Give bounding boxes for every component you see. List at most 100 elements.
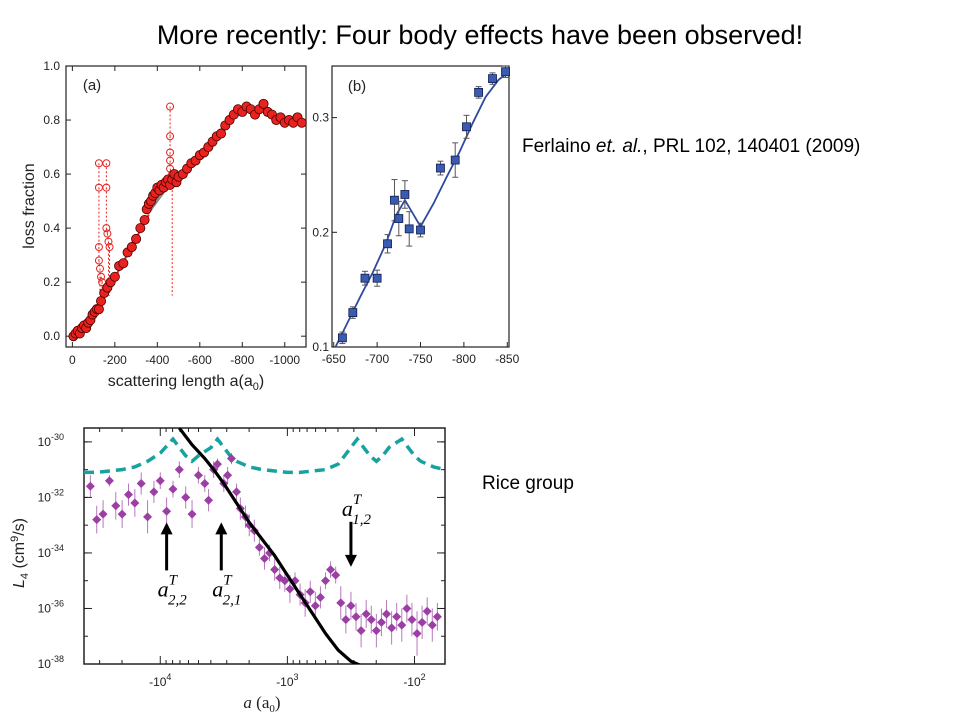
rice-ytick-label: 10-36 xyxy=(38,598,64,615)
panel-a-ytick-label: 0.4 xyxy=(43,221,60,235)
panel-b-point xyxy=(360,273,370,283)
rice-arrow-label: aT 1,2 xyxy=(342,492,372,528)
panel-b-point xyxy=(390,195,399,205)
rice-point xyxy=(260,553,269,563)
panel-a-xtick-label: -600 xyxy=(188,353,212,367)
panel-b-point xyxy=(404,224,414,234)
rice-point xyxy=(341,615,351,625)
rice-ytick-label: 10-30 xyxy=(38,432,64,449)
rice-point xyxy=(226,454,236,464)
panel-a-xtick-label: 0 xyxy=(69,353,76,367)
panel-b-label: (b) xyxy=(348,78,366,95)
panel-a-point xyxy=(258,98,269,109)
panel-a-point xyxy=(135,223,146,234)
rice-point xyxy=(212,459,222,469)
panel-a-open-point xyxy=(102,224,111,233)
slide-title: More recently: Four body effects have be… xyxy=(156,20,804,50)
rice-dashed-curve xyxy=(84,436,445,475)
panel-a-label: (a) xyxy=(83,77,101,94)
panel-a-ytick-label: 0.2 xyxy=(43,275,60,289)
rice-point xyxy=(392,612,402,622)
panel-a-xtick-label: -200 xyxy=(103,353,127,367)
citation: Ferlaino et. al., PRL 102, 140401 (2009) xyxy=(522,136,860,158)
rice-point xyxy=(417,617,427,627)
panel-a-open-point xyxy=(166,102,175,111)
panel-b-fit-line xyxy=(334,70,510,348)
rice-arrow-head xyxy=(344,554,357,567)
rice-point xyxy=(104,476,114,486)
rice-arrow-head xyxy=(215,522,228,535)
panel-b-point xyxy=(488,74,497,84)
rice-point xyxy=(162,506,172,516)
panel-a-open-point xyxy=(166,156,175,165)
panel-a-point xyxy=(126,242,137,253)
rice-arrow-label: aT 2,1 xyxy=(212,572,241,608)
rice-xtick-label: -103 xyxy=(276,672,298,689)
panel-b-ytick-label: 0.3 xyxy=(312,111,329,125)
rice-point xyxy=(407,615,417,625)
rice-point xyxy=(427,620,437,630)
rice-point xyxy=(92,515,102,525)
panel-b-point xyxy=(416,225,425,235)
panel-a-point xyxy=(93,304,104,315)
panel-a-point xyxy=(216,128,227,139)
rice-point xyxy=(305,587,315,597)
panel-b-point xyxy=(501,67,510,77)
rice-point xyxy=(387,623,397,633)
rice-solid-curve xyxy=(178,428,362,664)
rice-point xyxy=(200,479,210,489)
rice-point xyxy=(402,603,412,613)
panel-a-point xyxy=(131,233,142,244)
rice-point xyxy=(181,492,191,502)
panel-b-xtick-label: -850 xyxy=(495,352,519,366)
panel-a-open-point xyxy=(166,132,175,141)
rice-ylabel: L4 (cm9/s) xyxy=(9,518,31,588)
rice-point xyxy=(346,601,356,611)
panel-a-xtick-label: -1000 xyxy=(269,353,300,367)
rice-point xyxy=(326,565,336,575)
panel-a-open-point xyxy=(104,237,113,246)
rice-ytick-label: 10-32 xyxy=(38,487,64,504)
panel-b-xtick-label: -750 xyxy=(408,352,432,366)
rice-point xyxy=(351,612,361,622)
panel-a-ytick-label: 0.8 xyxy=(43,113,60,127)
rice-point xyxy=(117,509,127,519)
panel-a-open-point xyxy=(95,264,104,273)
panel-a-open-connector xyxy=(100,276,103,283)
rice-point xyxy=(232,487,242,497)
panel-a-xtick-label: -800 xyxy=(230,353,254,367)
rice-point xyxy=(315,592,325,602)
panel-b-point xyxy=(338,333,347,343)
rice-point xyxy=(98,509,108,519)
rice-point xyxy=(168,484,178,494)
rice-point xyxy=(254,542,264,552)
citation-prefix: Ferlaino xyxy=(522,136,596,157)
rice-point xyxy=(111,501,121,511)
citation-italic: et. al. xyxy=(595,136,643,157)
panel-a-open-point xyxy=(94,256,103,265)
rice-point xyxy=(310,601,320,611)
rice-point xyxy=(123,490,133,500)
panel-b-point xyxy=(462,122,471,132)
rice-point xyxy=(204,495,214,505)
panel-a-open-point xyxy=(102,183,111,192)
panel-a-ytick-label: 1.0 xyxy=(43,59,60,73)
panel-a-open-point xyxy=(166,148,175,157)
panel-b-point xyxy=(400,190,410,199)
panel-b-point xyxy=(474,87,484,97)
rice-point xyxy=(223,470,233,480)
panel-a-xtick-label: -400 xyxy=(145,353,169,367)
rice-frame xyxy=(83,427,446,665)
rice-point xyxy=(143,512,153,522)
rice-point xyxy=(280,576,290,586)
panel-a-point xyxy=(296,117,307,128)
rice-point xyxy=(155,476,165,486)
panel-b-xtick-label: -650 xyxy=(322,352,346,366)
panel-b-point xyxy=(372,273,382,283)
rice-point xyxy=(422,606,432,616)
rice-arrow-label: aT 2,2 xyxy=(158,572,188,608)
rice-point xyxy=(136,479,146,489)
panel-b-xtick-label: -800 xyxy=(452,352,476,366)
panel-b-xtick-label: -700 xyxy=(365,352,389,366)
